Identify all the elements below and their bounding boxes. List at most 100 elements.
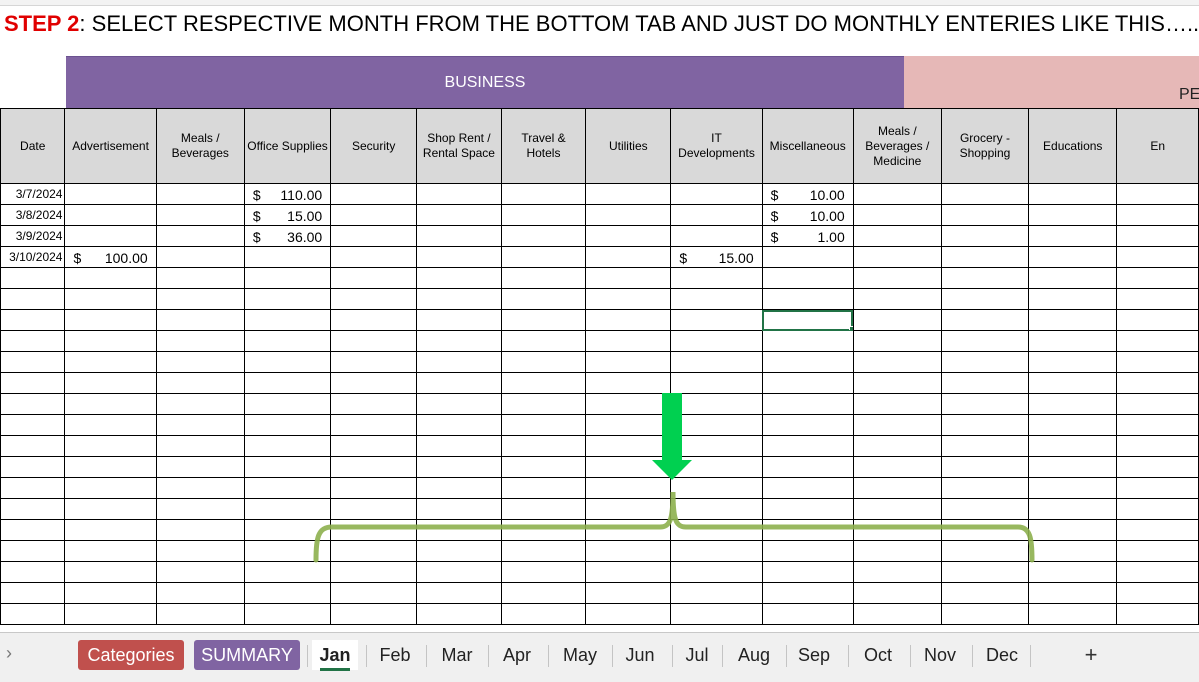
table-cell[interactable] (940, 456, 1030, 478)
tab-scroll-icon[interactable]: › (6, 643, 12, 663)
table-cell[interactable]: 3/7/2024 (0, 183, 66, 205)
tab-sep[interactable]: Sep (797, 645, 831, 665)
table-cell[interactable] (500, 540, 587, 562)
table-cell[interactable] (243, 309, 332, 331)
table-cell[interactable] (500, 603, 587, 625)
table-cell[interactable] (330, 456, 418, 478)
table-cell[interactable] (330, 309, 418, 331)
table-cell[interactable] (1027, 267, 1118, 289)
table-cell[interactable] (330, 540, 418, 562)
table-cell[interactable] (0, 582, 66, 604)
table-cell[interactable] (852, 498, 942, 520)
table-cell[interactable] (940, 519, 1030, 541)
table-cell[interactable] (852, 519, 942, 541)
table-cell[interactable] (0, 456, 66, 478)
table-cell[interactable] (155, 519, 245, 541)
table-cell[interactable] (1116, 393, 1199, 415)
table-cell[interactable] (585, 309, 672, 331)
table-cell[interactable] (64, 309, 157, 331)
table-cell[interactable] (155, 351, 245, 373)
table-cell[interactable] (330, 288, 418, 310)
table-cell[interactable] (670, 204, 763, 226)
table-cell[interactable] (155, 372, 245, 394)
table-cell[interactable] (416, 582, 502, 604)
table-cell[interactable] (0, 309, 66, 331)
table-cell[interactable] (0, 330, 66, 352)
table-cell[interactable] (500, 225, 587, 247)
table-cell[interactable] (1116, 519, 1199, 541)
table-cell[interactable] (852, 183, 942, 205)
table-cell[interactable] (1027, 603, 1118, 625)
table-cell[interactable] (416, 351, 502, 373)
table-cell[interactable] (243, 561, 332, 583)
table-cell[interactable] (64, 204, 157, 226)
table-cell[interactable] (500, 561, 587, 583)
table-cell[interactable] (852, 204, 942, 226)
table-cell[interactable] (64, 540, 157, 562)
table-cell[interactable] (940, 246, 1030, 268)
table-cell[interactable] (940, 498, 1030, 520)
table-cell[interactable] (155, 603, 245, 625)
table-cell[interactable] (64, 288, 157, 310)
table-cell[interactable] (940, 351, 1030, 373)
table-cell[interactable] (940, 330, 1030, 352)
table-cell[interactable] (761, 456, 854, 478)
table-cell[interactable] (1027, 330, 1118, 352)
table-cell[interactable] (243, 267, 332, 289)
table-cell[interactable] (500, 582, 587, 604)
table-cell[interactable] (585, 561, 672, 583)
table-cell[interactable] (670, 351, 763, 373)
table-cell[interactable] (1116, 330, 1199, 352)
spreadsheet-grid[interactable]: Date Advertisement Meals / Beverages Office… (0, 108, 1199, 632)
table-cell[interactable]: 3/8/2024 (0, 204, 66, 226)
table-cell[interactable] (585, 225, 672, 247)
table-cell[interactable] (416, 183, 502, 205)
table-cell[interactable] (585, 246, 672, 268)
table-cell[interactable] (500, 183, 587, 205)
table-cell[interactable] (64, 603, 157, 625)
table-cell[interactable] (1027, 435, 1118, 457)
table-cell[interactable] (155, 204, 245, 226)
table-cell[interactable] (64, 498, 157, 520)
table-cell[interactable] (330, 204, 418, 226)
expense-table[interactable]: Date Advertisement Meals / Beverages Office… (0, 108, 1199, 625)
table-cell[interactable] (761, 603, 854, 625)
table-cell[interactable] (416, 204, 502, 226)
table-cell[interactable] (500, 372, 587, 394)
table-cell[interactable] (500, 414, 587, 436)
table-cell[interactable] (1027, 204, 1118, 226)
table-cell[interactable] (585, 288, 672, 310)
table-cell[interactable] (0, 540, 66, 562)
table-cell[interactable] (761, 435, 854, 457)
table-cell[interactable] (940, 204, 1030, 226)
table-cell[interactable] (155, 288, 245, 310)
table-cell[interactable] (670, 435, 763, 457)
column-header[interactable]: Advertisement (64, 108, 157, 184)
table-cell[interactable] (0, 288, 66, 310)
table-cell[interactable] (64, 372, 157, 394)
table-cell[interactable] (1116, 267, 1199, 289)
table-cell[interactable] (243, 372, 332, 394)
table-cell[interactable] (155, 225, 245, 247)
table-cell[interactable]: $1.00 (761, 225, 854, 247)
table-cell[interactable] (416, 309, 502, 331)
table-cell[interactable] (330, 435, 418, 457)
table-cell[interactable] (1027, 183, 1118, 205)
table-cell[interactable] (243, 477, 332, 499)
table-cell[interactable] (670, 267, 763, 289)
table-cell[interactable] (243, 414, 332, 436)
table-cell[interactable] (1027, 309, 1118, 331)
table-cell[interactable] (416, 246, 502, 268)
table-cell[interactable] (1027, 246, 1118, 268)
table-cell[interactable] (500, 456, 587, 478)
table-cell[interactable] (585, 351, 672, 373)
table-cell[interactable] (1116, 288, 1199, 310)
table-cell[interactable] (500, 309, 587, 331)
table-cell[interactable] (1116, 246, 1199, 268)
table-cell[interactable] (0, 351, 66, 373)
tab-feb[interactable]: Feb (379, 645, 411, 665)
table-cell[interactable]: $10.00 (761, 183, 854, 205)
table-cell[interactable] (670, 519, 763, 541)
table-cell[interactable] (64, 183, 157, 205)
table-cell[interactable] (64, 519, 157, 541)
